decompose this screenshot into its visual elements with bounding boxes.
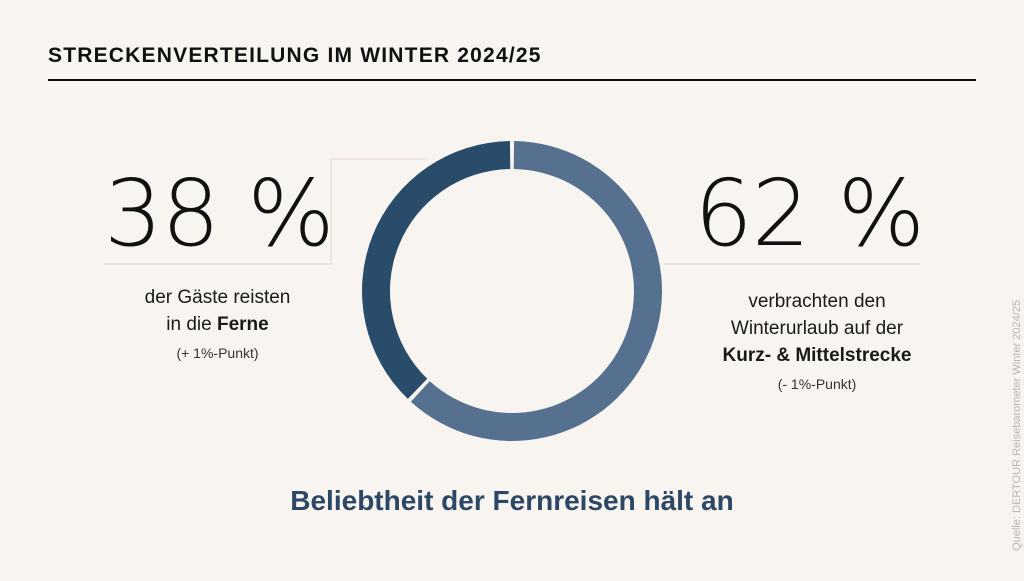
right-line-2: Winterurlaub auf der (730, 318, 904, 339)
right-note: (- 1%-Punkt) (777, 376, 857, 392)
left-line-2: in die Ferne (105, 311, 330, 338)
chart-title: STRECKENVERTEILUNG IM WINTER 2024/25 (48, 44, 542, 67)
right-line-1: verbrachten den (748, 291, 886, 312)
right-description: verbrachten den Winterurlaub auf der Kur… (682, 288, 952, 398)
left-line-2-pre: in die (166, 314, 217, 335)
left-line-2-bold: Ferne (216, 314, 269, 335)
source-note: Quelle: DERTOUR Reisebarometer Winter 20… (1011, 300, 1023, 551)
donut-slice-0 (410, 141, 662, 441)
left-note: (+ 1%-Punkt) (176, 345, 259, 361)
left-line-1: der Gäste reisten (144, 287, 291, 308)
donut-slice-1 (361, 141, 511, 399)
left-value-label: 38 % (104, 160, 335, 267)
left-description: der Gäste reisten in die Ferne (+ 1%-Pun… (105, 284, 330, 367)
title-rule (48, 79, 976, 81)
right-line-3-bold: Kurz- & Mittelstrecke (722, 345, 912, 366)
right-value-label: 62 % (694, 160, 925, 267)
footer-headline: Beliebtheit der Fernreisen hält an (290, 485, 734, 516)
left-leader-line (104, 158, 426, 265)
